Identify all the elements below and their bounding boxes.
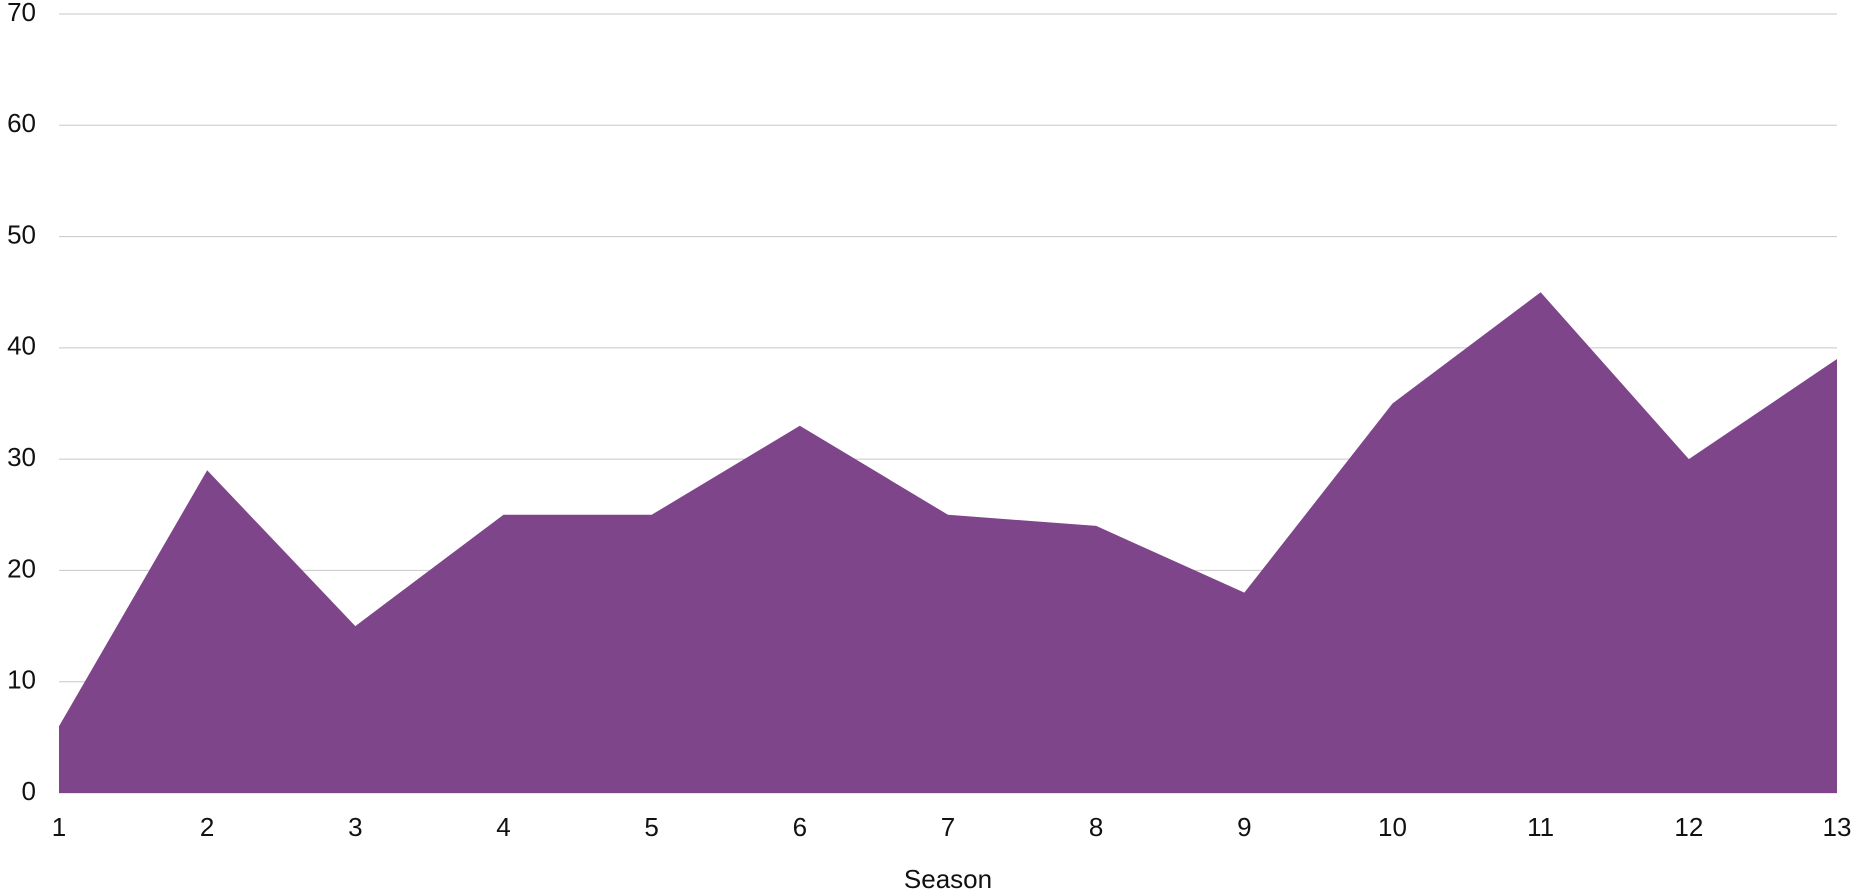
x-tick-label: 8 bbox=[1089, 812, 1103, 842]
y-tick-label: 20 bbox=[7, 553, 36, 583]
x-tick-label: 3 bbox=[348, 812, 362, 842]
y-tick-label: 50 bbox=[7, 219, 36, 249]
x-tick-label: 7 bbox=[941, 812, 955, 842]
y-tick-label: 60 bbox=[7, 108, 36, 138]
y-tick-label: 30 bbox=[7, 442, 36, 472]
x-tick-label: 13 bbox=[1823, 812, 1852, 842]
x-axis-label: Season bbox=[904, 864, 992, 894]
y-tick-label: 40 bbox=[7, 331, 36, 361]
x-tick-label: 10 bbox=[1378, 812, 1407, 842]
x-tick-label: 11 bbox=[1527, 812, 1554, 842]
y-tick-label: 10 bbox=[7, 665, 36, 695]
x-tick-label: 4 bbox=[496, 812, 510, 842]
x-tick-label: 1 bbox=[52, 812, 66, 842]
y-tick-label: 0 bbox=[22, 776, 36, 806]
area bbox=[59, 292, 1837, 793]
x-tick-label: 12 bbox=[1674, 812, 1703, 842]
x-tick-label: 9 bbox=[1237, 812, 1251, 842]
x-tick-label: 2 bbox=[200, 812, 214, 842]
x-tick-label: 5 bbox=[644, 812, 658, 842]
x-tick-label: 6 bbox=[793, 812, 807, 842]
y-tick-label: 70 bbox=[7, 0, 36, 27]
